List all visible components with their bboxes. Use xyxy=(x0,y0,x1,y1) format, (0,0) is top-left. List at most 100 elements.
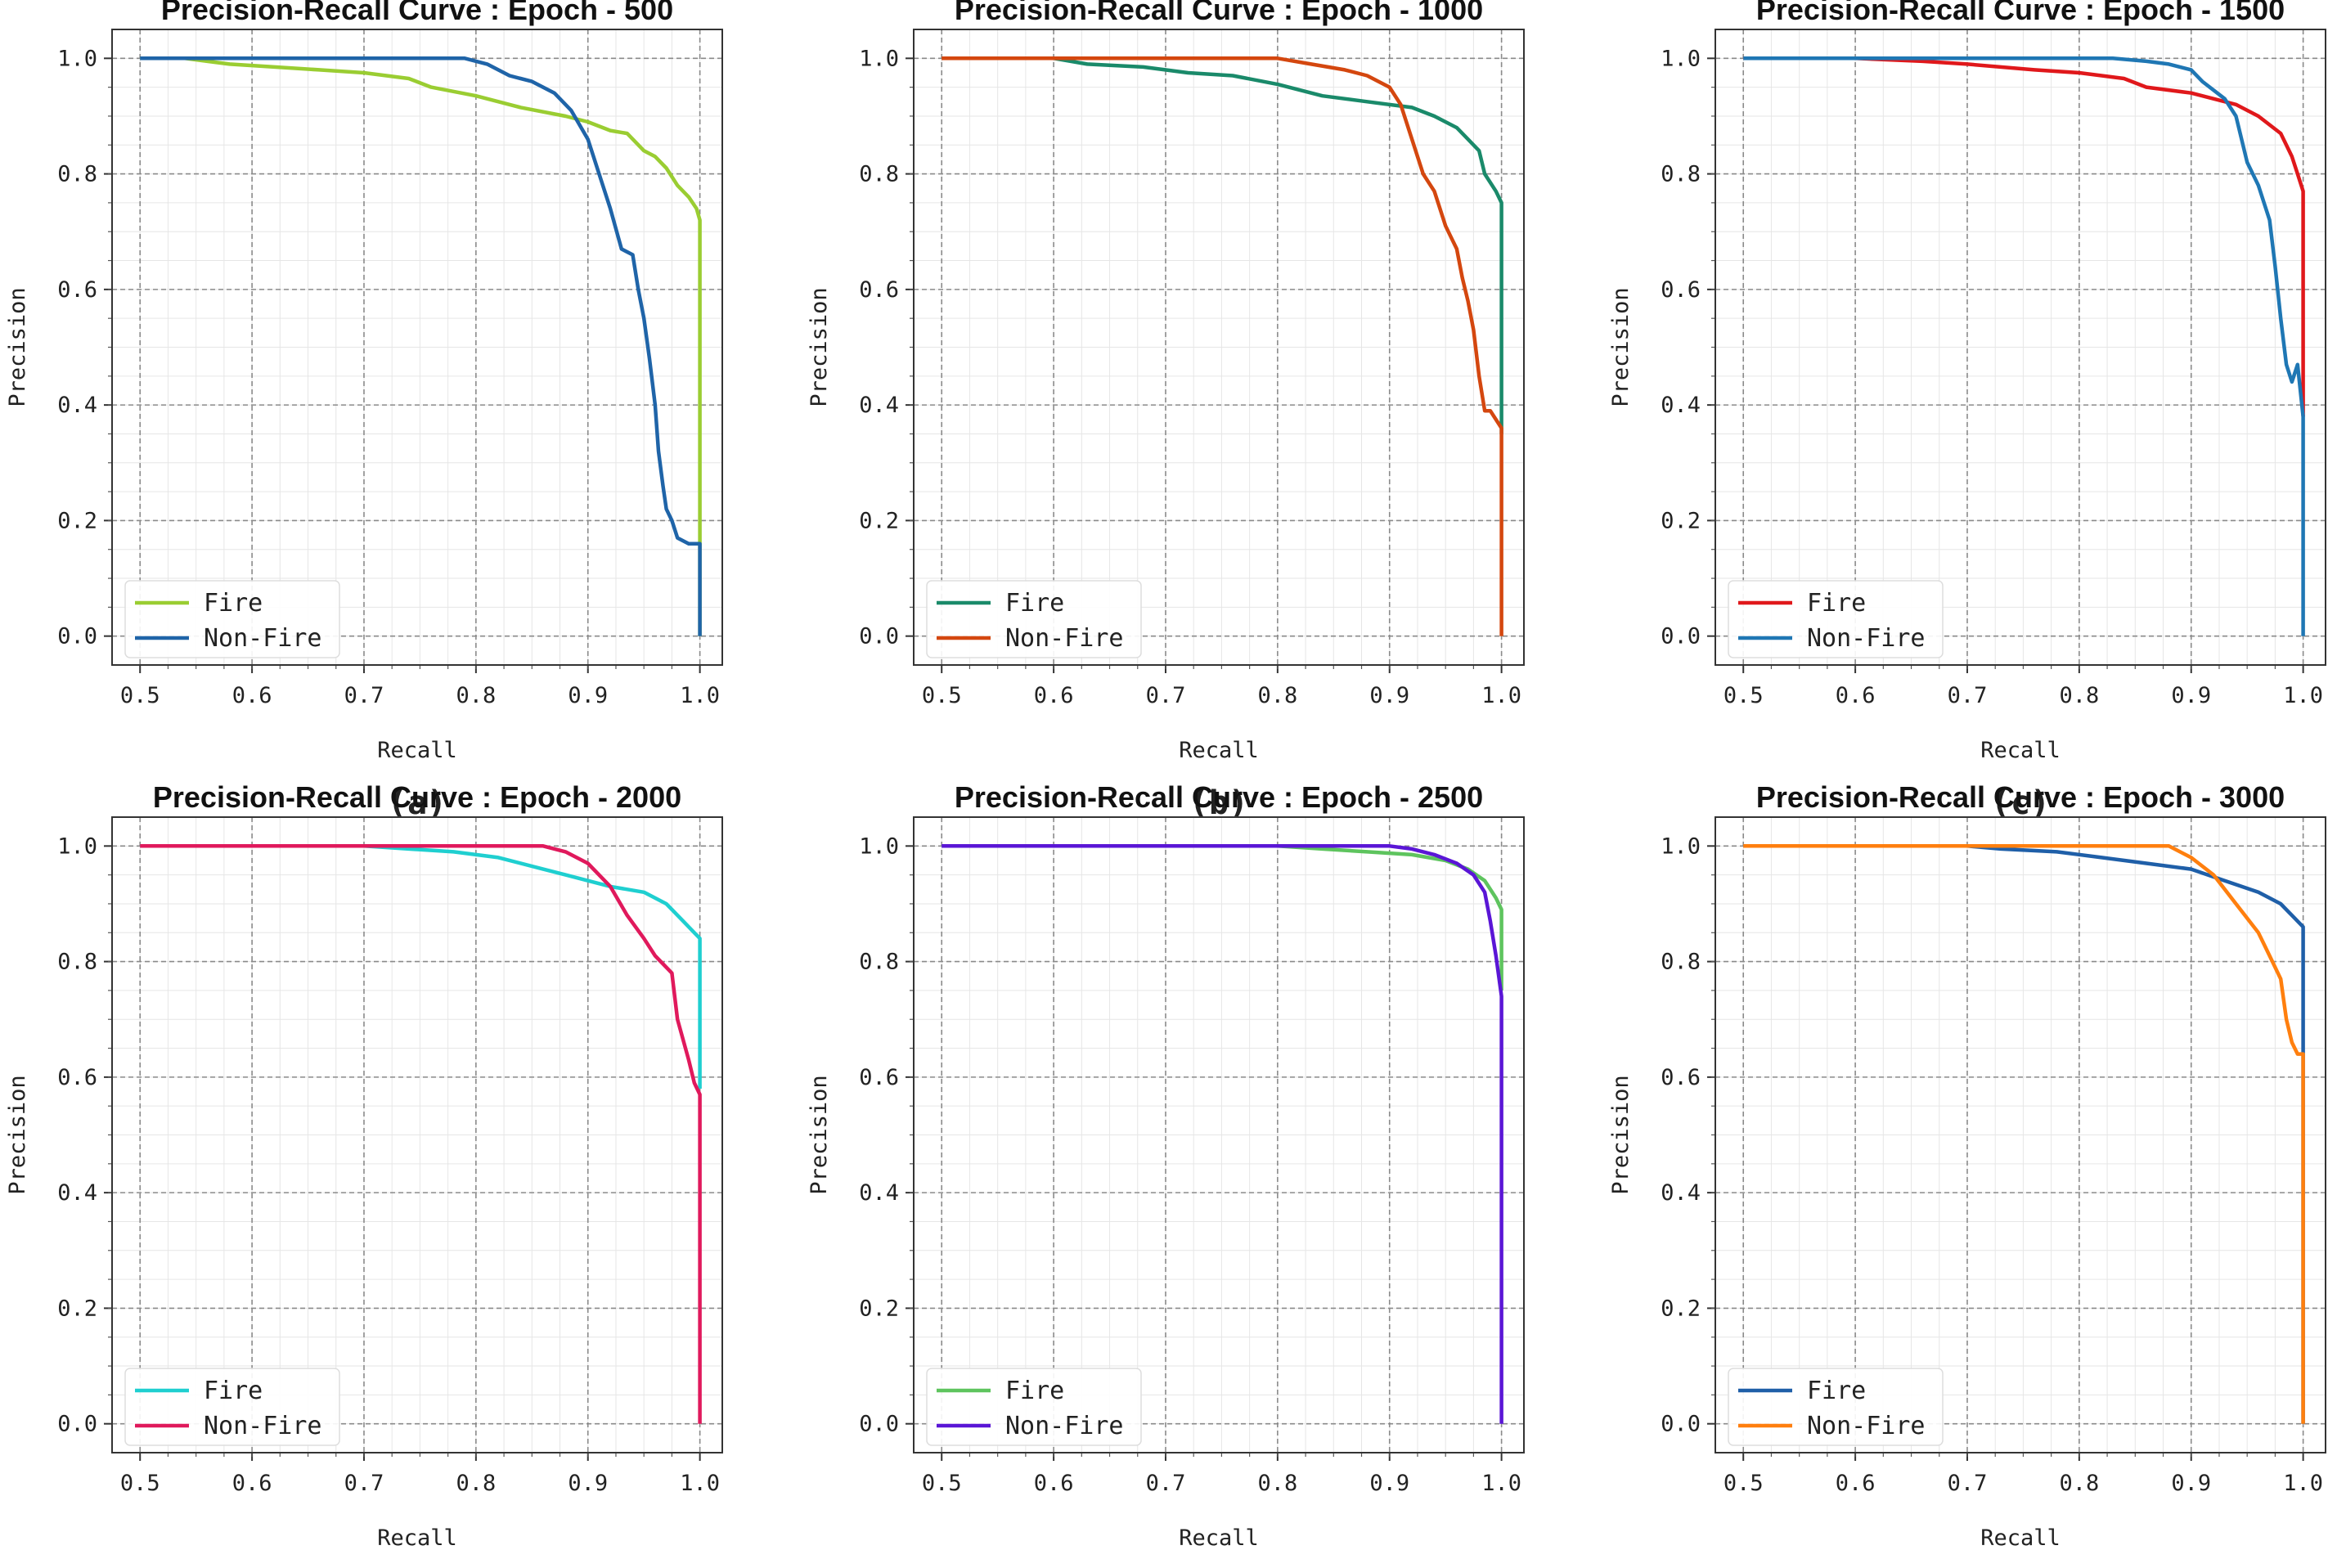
series-line-non-fire xyxy=(942,56,1503,636)
x-tick-label: 1.0 xyxy=(1481,683,1521,708)
plot-frame xyxy=(111,816,723,1453)
y-tick-label: 0.8 xyxy=(57,950,97,975)
y-tick-label: 0.6 xyxy=(57,277,97,303)
legend-label: Non-Fire xyxy=(204,624,322,653)
chart-title: Precision-Recall Curve : Epoch - 2000 xyxy=(153,780,681,814)
legend-label: Non-Fire xyxy=(1807,1412,1926,1440)
y-tick-label: 0.4 xyxy=(859,1180,899,1206)
pr-chart-6: 0.5 0.6 0.7 0.8 0.9 1.0 0.0 0.2 0.4 0.6 0.8 1.0 Fire… xyxy=(1608,780,2326,1551)
x-tick-label: 0.8 xyxy=(2059,683,2099,708)
y-tick-label: 0.4 xyxy=(1661,393,1701,418)
x-tick-label: 0.8 xyxy=(2059,1471,2099,1496)
x-tick-label: 0.9 xyxy=(2171,683,2211,708)
y-tick-label: 0.4 xyxy=(1661,1180,1701,1206)
x-axis-label: Recall xyxy=(1179,1525,1259,1551)
legend-label: Non-Fire xyxy=(1005,624,1124,653)
chart-title: Precision-Recall Curve : Epoch - 1000 xyxy=(955,0,1483,26)
y-tick-label: 0.6 xyxy=(1661,277,1701,303)
legend-label: Fire xyxy=(1005,1377,1064,1405)
panel-caption: (c) xyxy=(1991,784,2050,822)
series-line-non-fire xyxy=(942,844,1503,1424)
x-tick-label: 0.5 xyxy=(120,683,160,708)
x-tick-label: 0.7 xyxy=(1948,683,1988,708)
legend-label: Fire xyxy=(204,1377,263,1405)
y-tick-label: 0.8 xyxy=(1661,950,1701,975)
x-tick-label: 0.5 xyxy=(120,1471,160,1496)
x-tick-label: 0.5 xyxy=(922,683,962,708)
y-axis-label: Precision xyxy=(1608,1075,1634,1194)
y-tick-label: 0.0 xyxy=(859,624,899,649)
y-tick-label: 0.2 xyxy=(859,508,899,533)
x-tick-label: 0.6 xyxy=(232,683,272,708)
x-tick-label: 0.7 xyxy=(1948,1471,1988,1496)
x-tick-label: 0.9 xyxy=(568,1471,608,1496)
y-tick-label: 1.0 xyxy=(859,833,899,859)
x-tick-label: 1.0 xyxy=(680,683,720,708)
plot-frame xyxy=(913,816,1525,1453)
chart-title: Precision-Recall Curve : Epoch - 500 xyxy=(161,0,673,26)
x-tick-label: 0.7 xyxy=(1146,683,1186,708)
x-tick-label: 0.7 xyxy=(1146,1471,1186,1496)
legend-label: Non-Fire xyxy=(1807,624,1926,653)
pr-chart-4: 0.5 0.6 0.7 0.8 0.9 1.0 0.0 0.2 0.4 0.6 0.8 1.0 Fire… xyxy=(5,780,723,1551)
y-tick-label: 0.2 xyxy=(57,1296,97,1321)
x-tick-label: 1.0 xyxy=(680,1471,720,1496)
y-axis-label: Precision xyxy=(1608,287,1634,407)
pr-chart-2: 0.5 0.6 0.7 0.8 0.9 1.0 0.0 0.2 0.4 0.6 0.8 1.0 Fire… xyxy=(807,0,1525,822)
panel-caption: (b) xyxy=(1189,784,1248,822)
x-tick-label: 0.5 xyxy=(922,1471,962,1496)
y-tick-label: 0.0 xyxy=(1661,1412,1701,1437)
x-tick-label: 0.6 xyxy=(232,1471,272,1496)
plot-frame xyxy=(1715,816,2326,1453)
y-tick-label: 0.0 xyxy=(859,1412,899,1437)
y-tick-label: 1.0 xyxy=(1661,833,1701,859)
x-tick-label: 0.9 xyxy=(1369,1471,1409,1496)
y-axis-label: Precision xyxy=(5,1075,30,1194)
y-tick-label: 0.8 xyxy=(57,162,97,187)
x-tick-label: 1.0 xyxy=(2283,1471,2323,1496)
y-tick-label: 0.2 xyxy=(1661,508,1701,533)
series-line-non-fire xyxy=(140,844,702,1424)
plot-frame xyxy=(1715,29,2326,666)
legend-label: Non-Fire xyxy=(204,1412,322,1440)
pr-chart-3: 0.5 0.6 0.7 0.8 0.9 1.0 0.0 0.2 0.4 0.6 0.8 1.0 Fire… xyxy=(1608,0,2326,822)
y-tick-label: 0.2 xyxy=(859,1296,899,1321)
y-tick-label: 1.0 xyxy=(1661,46,1701,71)
pr-chart-1: 0.5 0.6 0.7 0.8 0.9 1.0 0.0 0.2 0.4 0.6 0.8 1.0 Fire… xyxy=(5,0,723,822)
series-line-non-fire xyxy=(140,56,702,636)
y-tick-label: 0.8 xyxy=(859,950,899,975)
y-tick-label: 1.0 xyxy=(57,833,97,859)
panel-caption: (a) xyxy=(388,784,447,822)
series-line-non-fire xyxy=(1743,56,2305,636)
x-tick-label: 0.5 xyxy=(1724,1471,1764,1496)
y-tick-label: 0.4 xyxy=(859,393,899,418)
x-tick-label: 0.8 xyxy=(1257,1471,1297,1496)
pr-chart-5: 0.5 0.6 0.7 0.8 0.9 1.0 0.0 0.2 0.4 0.6 0.8 1.0 Fire… xyxy=(807,780,1525,1551)
x-axis-label: Recall xyxy=(377,1525,457,1551)
x-tick-label: 0.6 xyxy=(1034,1471,1074,1496)
x-tick-label: 0.6 xyxy=(1836,1471,1876,1496)
y-tick-label: 0.6 xyxy=(57,1065,97,1090)
x-axis-label: Recall xyxy=(377,738,457,763)
y-tick-label: 0.4 xyxy=(57,1180,97,1206)
series-line-non-fire xyxy=(1743,844,2305,1424)
y-tick-label: 1.0 xyxy=(859,46,899,71)
y-tick-label: 0.2 xyxy=(57,508,97,533)
y-tick-label: 0.0 xyxy=(57,1412,97,1437)
y-tick-label: 0.6 xyxy=(859,277,899,303)
y-tick-label: 0.0 xyxy=(1661,624,1701,649)
legend-label: Non-Fire xyxy=(1005,1412,1124,1440)
chart-title: Precision-Recall Curve : Epoch - 3000 xyxy=(1756,780,2285,814)
x-tick-label: 0.5 xyxy=(1724,683,1764,708)
x-tick-label: 0.6 xyxy=(1034,683,1074,708)
x-tick-label: 1.0 xyxy=(2283,683,2323,708)
series-line-fire xyxy=(942,56,1503,434)
chart-title: Precision-Recall Curve : Epoch - 2500 xyxy=(955,780,1483,814)
y-tick-label: 0.6 xyxy=(859,1065,899,1090)
y-tick-label: 0.8 xyxy=(859,162,899,187)
x-tick-label: 0.6 xyxy=(1836,683,1876,708)
x-tick-label: 0.7 xyxy=(344,683,384,708)
x-tick-label: 0.8 xyxy=(456,683,496,708)
y-tick-label: 0.2 xyxy=(1661,1296,1701,1321)
legend-label: Fire xyxy=(1807,589,1866,618)
